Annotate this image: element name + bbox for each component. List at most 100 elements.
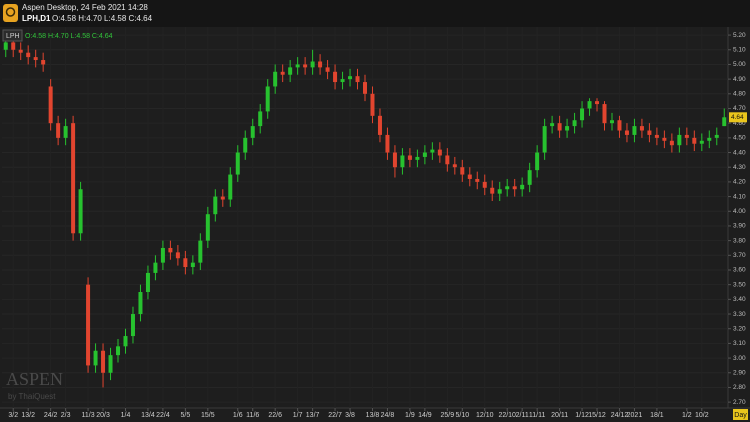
candle-body (587, 101, 592, 109)
candle-body (310, 61, 315, 68)
candle-body (183, 258, 188, 268)
header-bar (0, 0, 750, 27)
candle-body (482, 181, 487, 188)
candle-body (430, 149, 435, 153)
candle-body (190, 262, 195, 268)
y-tick-label: 4.90 (733, 76, 746, 83)
candle-body (452, 164, 457, 168)
candle-body (490, 187, 495, 194)
x-tick-label: 3/2 (8, 412, 18, 419)
y-tick-label: 3.10 (733, 340, 746, 347)
candle-body (11, 42, 16, 50)
candle-body (400, 155, 405, 168)
candle-body (662, 137, 667, 141)
y-tick-label: 4.40 (733, 149, 746, 156)
candle-body (542, 126, 547, 153)
legend-box[interactable] (2, 29, 23, 42)
x-tick-label: 20/11 (551, 412, 568, 419)
candle-body (714, 134, 719, 138)
candle-body (86, 284, 91, 366)
legend-quote: O:4.58 H:4.70 L:4.58 C:4.64 (25, 33, 113, 40)
candle-body (228, 174, 233, 200)
candle-body (370, 93, 375, 116)
x-tick-label: 24/12 (611, 412, 629, 419)
candle-body (18, 49, 23, 53)
y-tick-label: 4.60 (733, 120, 746, 127)
y-tick-label: 3.90 (733, 223, 746, 230)
x-tick-label: 18/1 (650, 412, 664, 419)
x-tick-label: 13/4 (141, 412, 155, 419)
candle-body (475, 178, 480, 182)
candle-body (78, 189, 83, 234)
y-tick-label: 4.10 (733, 193, 746, 200)
x-tick-label: 14/9 (418, 412, 432, 419)
x-tick-label: 22/10 (498, 412, 516, 419)
y-tick-label: 4.20 (733, 179, 746, 186)
candle-body (520, 184, 525, 190)
x-tick-label: 10/2 (695, 412, 709, 419)
candle-body (340, 79, 345, 83)
candle-body (235, 152, 240, 175)
watermark-by: by ThaiQuest (8, 392, 56, 401)
x-tick-label: 2/11 (516, 412, 529, 419)
legend-symbol: LPH (6, 33, 20, 40)
candle-body (722, 117, 727, 127)
x-tick-label: 25/9 (441, 412, 455, 419)
candle-body (280, 71, 285, 75)
candle-body (422, 152, 427, 157)
candle-body (26, 52, 31, 58)
candle-body (101, 350, 106, 373)
candle-body (550, 123, 555, 127)
x-tick-label: 11/6 (246, 412, 259, 419)
candle-body (198, 240, 203, 263)
candle-body (273, 71, 278, 87)
y-tick-label: 2.90 (733, 369, 746, 376)
candle-body (572, 120, 577, 127)
candle-body (288, 67, 293, 75)
candle-body (56, 123, 61, 138)
candle-body (213, 196, 218, 215)
candle-body (348, 76, 353, 80)
candle-body (445, 155, 450, 165)
candle-body (392, 152, 397, 168)
candle-body (160, 247, 165, 263)
y-tick-label: 5.20 (733, 32, 746, 39)
y-tick-label: 4.30 (733, 164, 746, 171)
x-tick-label: 1/6 (233, 412, 243, 419)
candle-body (220, 196, 225, 200)
y-tick-label: 4.50 (733, 135, 746, 142)
candle-body (377, 115, 382, 135)
y-tick-label: 2.80 (733, 384, 746, 391)
x-tick-label: 22/4 (156, 412, 170, 419)
app-icon[interactable] (3, 4, 18, 22)
candle-body (258, 111, 263, 127)
candle-body (460, 167, 465, 175)
y-tick-label: 3.60 (733, 267, 746, 274)
timeframe-box[interactable] (733, 409, 748, 420)
candle-body (250, 126, 255, 138)
candle-body (385, 134, 390, 153)
candle-body (333, 71, 338, 83)
y-tick-label: 3.30 (733, 311, 746, 318)
header-title: Aspen Desktop, 24 Feb 2021 14:28 (22, 3, 148, 12)
candle-body (355, 76, 360, 83)
header-quote: O:4.58 H:4.70 L:4.58 C:4.64 (52, 14, 153, 23)
candle-body (303, 64, 308, 68)
candle-body (647, 130, 652, 135)
candle-body (505, 186, 510, 190)
last-price-box (729, 112, 747, 123)
y-tick-label: 5.00 (733, 61, 746, 68)
y-tick-label: 3.40 (733, 296, 746, 303)
candle-body (48, 86, 53, 124)
candle-body (295, 64, 300, 68)
x-tick-label: 22/7 (328, 412, 342, 419)
candle-body (363, 82, 367, 94)
y-tick-label: 3.70 (733, 252, 746, 259)
y-tick-label: 4.70 (733, 105, 746, 112)
candle-body (557, 123, 562, 131)
y-tick-label: 3.50 (733, 281, 746, 288)
timeframe-label: Day (734, 412, 747, 419)
x-tick-label: 24/8 (381, 412, 395, 419)
candle-body (437, 149, 442, 156)
